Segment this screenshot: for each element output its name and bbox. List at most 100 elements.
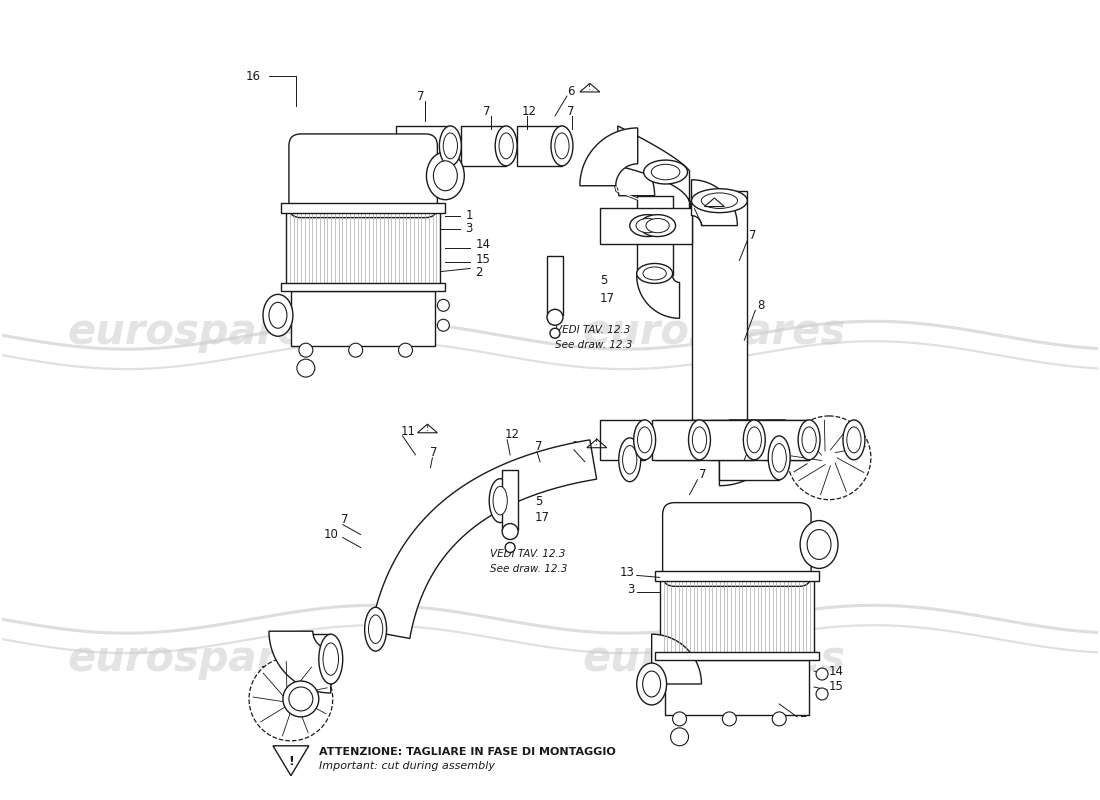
Ellipse shape bbox=[637, 263, 672, 283]
Polygon shape bbox=[651, 634, 702, 684]
Text: 7: 7 bbox=[262, 701, 270, 714]
Circle shape bbox=[289, 687, 312, 711]
Polygon shape bbox=[270, 631, 331, 693]
Text: !: ! bbox=[713, 198, 716, 206]
Text: !: ! bbox=[426, 423, 429, 433]
Text: 5: 5 bbox=[535, 495, 542, 508]
Circle shape bbox=[672, 712, 686, 726]
Circle shape bbox=[505, 542, 515, 553]
Text: 7: 7 bbox=[566, 105, 574, 118]
Bar bbox=[719, 436, 779, 480]
Bar bbox=[396, 126, 450, 166]
Ellipse shape bbox=[433, 161, 458, 190]
Text: 7: 7 bbox=[341, 513, 349, 526]
Text: 4: 4 bbox=[810, 454, 816, 466]
Ellipse shape bbox=[619, 438, 640, 482]
Text: 11: 11 bbox=[400, 426, 416, 438]
Ellipse shape bbox=[439, 126, 461, 166]
Text: 13: 13 bbox=[619, 566, 635, 579]
Text: !: ! bbox=[588, 82, 592, 92]
Text: 11: 11 bbox=[572, 440, 587, 454]
Ellipse shape bbox=[551, 126, 573, 166]
Bar bbox=[547, 255, 563, 315]
Text: 10: 10 bbox=[323, 528, 339, 541]
Ellipse shape bbox=[629, 214, 666, 237]
Ellipse shape bbox=[651, 164, 680, 180]
Circle shape bbox=[788, 416, 871, 500]
Ellipse shape bbox=[692, 189, 747, 213]
Ellipse shape bbox=[747, 427, 761, 453]
Ellipse shape bbox=[843, 420, 865, 460]
Circle shape bbox=[349, 343, 363, 357]
Ellipse shape bbox=[638, 427, 652, 453]
Circle shape bbox=[816, 668, 828, 680]
Bar bbox=[290, 291, 436, 346]
Bar bbox=[280, 283, 446, 291]
Text: Important: cut during assembly: Important: cut during assembly bbox=[319, 761, 495, 770]
Ellipse shape bbox=[623, 446, 637, 474]
Text: eurospares: eurospares bbox=[68, 638, 331, 680]
Circle shape bbox=[438, 299, 450, 311]
Ellipse shape bbox=[427, 152, 464, 200]
Text: 12: 12 bbox=[522, 105, 537, 118]
Polygon shape bbox=[692, 180, 737, 226]
Ellipse shape bbox=[493, 486, 507, 515]
Bar bbox=[637, 196, 672, 275]
Circle shape bbox=[283, 681, 319, 717]
Ellipse shape bbox=[644, 267, 667, 280]
Text: 3: 3 bbox=[627, 583, 635, 596]
Ellipse shape bbox=[772, 443, 786, 472]
Text: eurospares: eurospares bbox=[583, 311, 846, 354]
Circle shape bbox=[547, 310, 563, 326]
Ellipse shape bbox=[364, 607, 386, 651]
Ellipse shape bbox=[802, 427, 816, 453]
Ellipse shape bbox=[702, 193, 737, 209]
Ellipse shape bbox=[263, 294, 293, 336]
Ellipse shape bbox=[644, 160, 688, 184]
Ellipse shape bbox=[637, 663, 667, 705]
Polygon shape bbox=[637, 275, 680, 318]
Ellipse shape bbox=[799, 420, 821, 460]
Polygon shape bbox=[371, 440, 596, 638]
Bar bbox=[517, 126, 562, 166]
Text: 7: 7 bbox=[755, 428, 762, 442]
Bar bbox=[651, 420, 810, 460]
Text: 14: 14 bbox=[829, 665, 844, 678]
FancyBboxPatch shape bbox=[289, 134, 438, 218]
Text: 7: 7 bbox=[418, 90, 425, 102]
Circle shape bbox=[816, 688, 828, 700]
Text: eurospares: eurospares bbox=[583, 638, 846, 680]
Ellipse shape bbox=[368, 615, 383, 643]
Text: 15: 15 bbox=[475, 253, 491, 266]
Text: 8: 8 bbox=[757, 299, 764, 312]
Text: See draw. 12.3: See draw. 12.3 bbox=[491, 565, 568, 574]
Text: 17: 17 bbox=[535, 511, 550, 524]
Bar bbox=[503, 470, 518, 530]
Circle shape bbox=[299, 343, 312, 357]
Text: !: ! bbox=[595, 438, 598, 447]
Text: 12: 12 bbox=[505, 428, 520, 442]
Text: 5: 5 bbox=[600, 274, 607, 287]
Ellipse shape bbox=[634, 420, 656, 460]
Text: 7: 7 bbox=[749, 229, 757, 242]
Ellipse shape bbox=[323, 643, 339, 675]
Circle shape bbox=[723, 712, 736, 726]
Circle shape bbox=[249, 657, 333, 741]
Text: VEDI TAV. 12.3: VEDI TAV. 12.3 bbox=[556, 326, 630, 335]
Text: 6: 6 bbox=[566, 85, 574, 98]
Ellipse shape bbox=[319, 634, 343, 684]
Circle shape bbox=[503, 523, 518, 539]
Ellipse shape bbox=[499, 133, 514, 159]
Polygon shape bbox=[580, 128, 638, 186]
Text: eurospares: eurospares bbox=[68, 311, 331, 354]
Bar bbox=[600, 208, 692, 243]
Bar bbox=[461, 126, 506, 166]
Text: 7: 7 bbox=[430, 446, 438, 459]
Bar bbox=[656, 420, 700, 460]
Text: 7: 7 bbox=[483, 105, 491, 118]
Text: 15: 15 bbox=[829, 681, 844, 694]
Text: 7: 7 bbox=[535, 440, 542, 454]
Text: 2: 2 bbox=[799, 707, 806, 721]
Circle shape bbox=[772, 712, 786, 726]
Text: 6: 6 bbox=[688, 199, 694, 212]
